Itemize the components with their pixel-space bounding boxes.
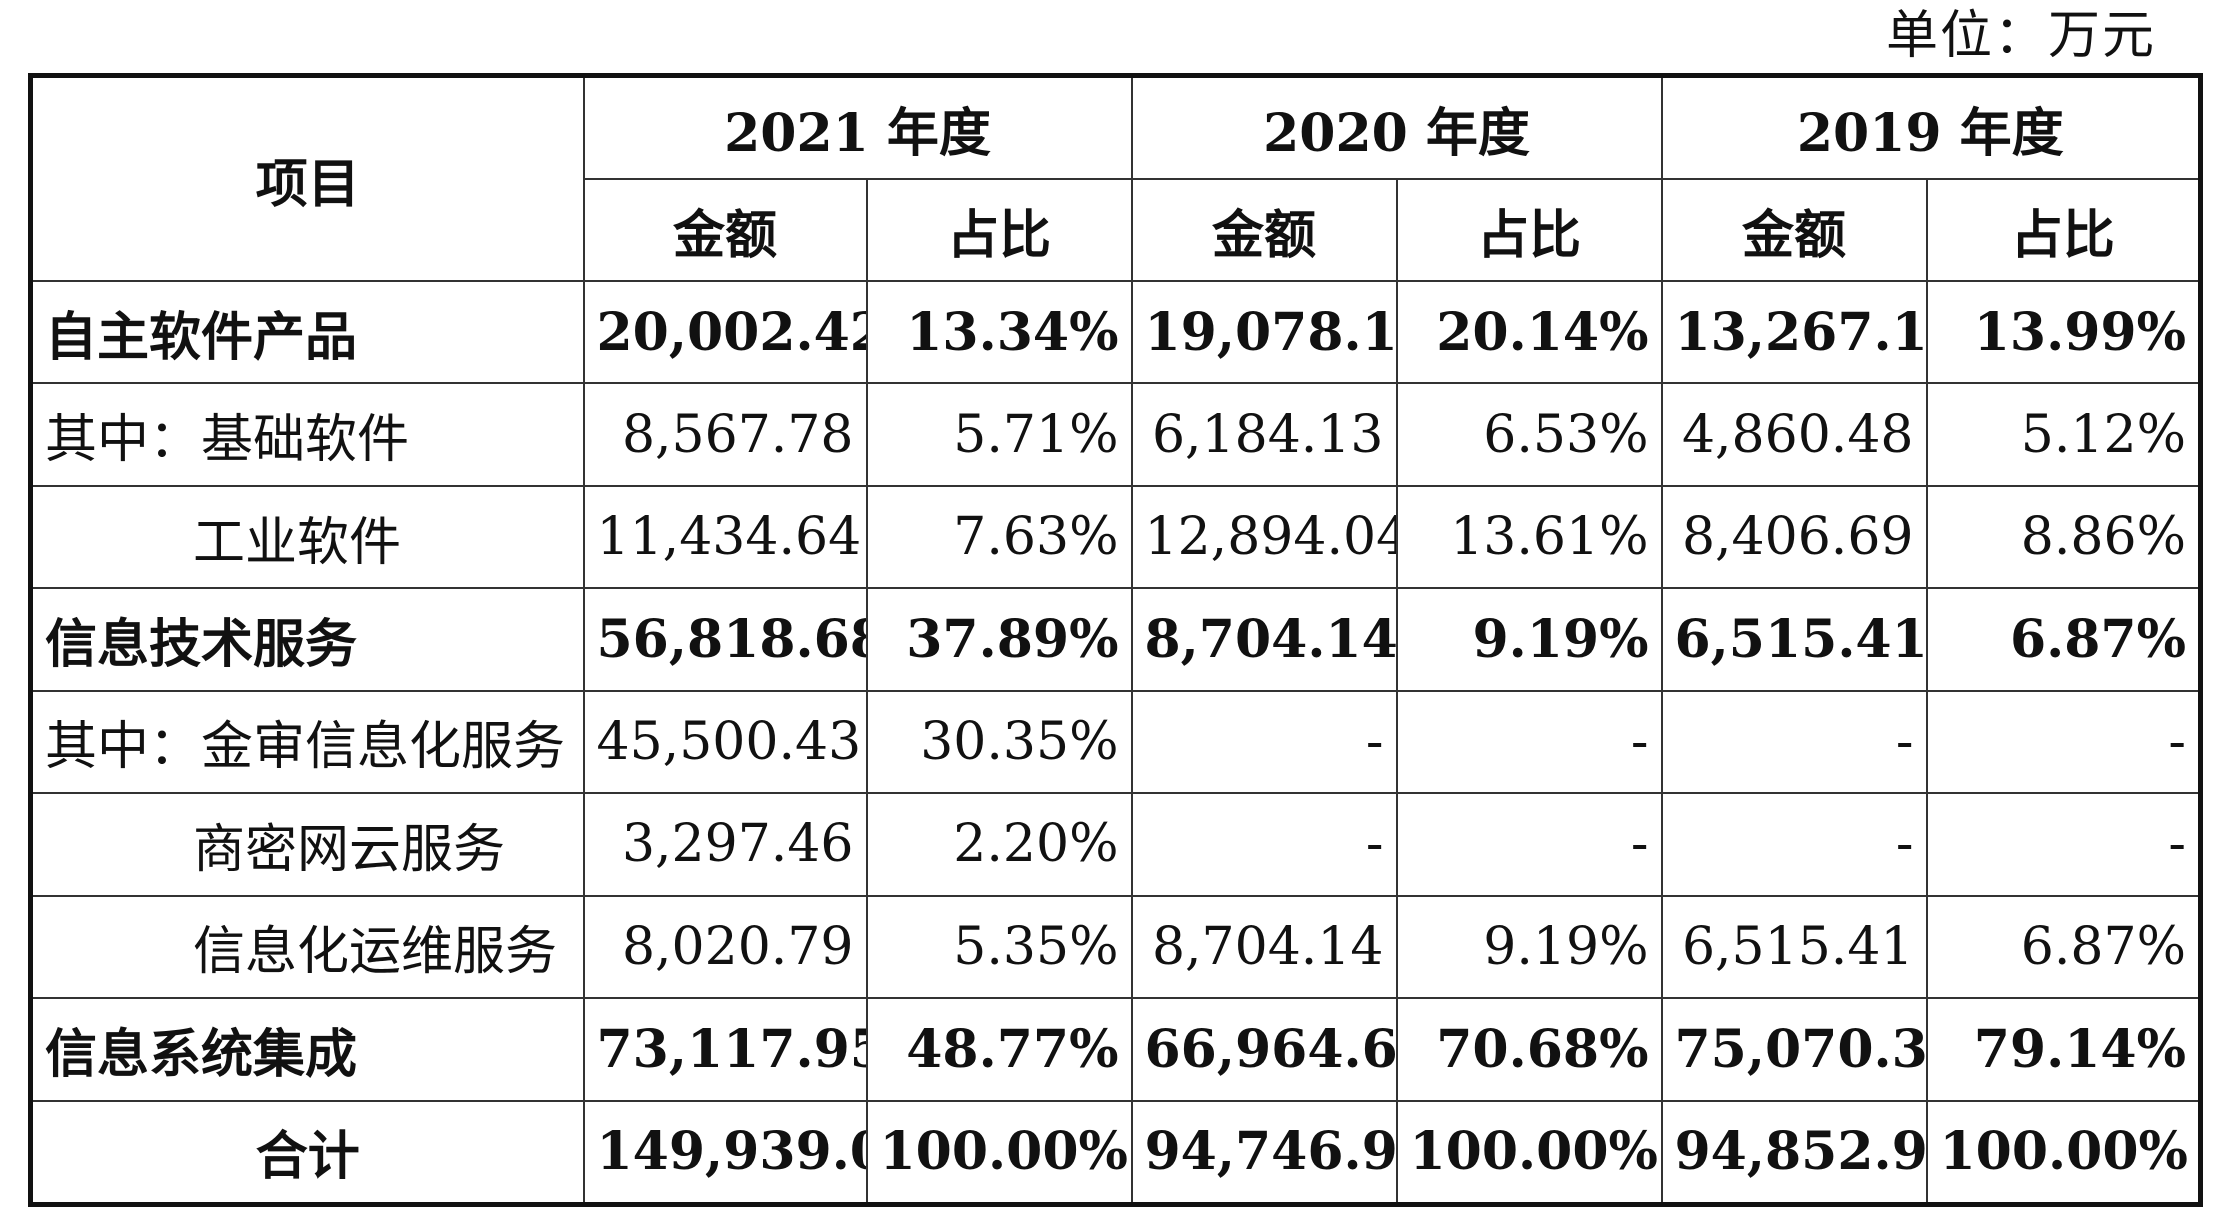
header-ratio: 占比 [865, 178, 1133, 282]
header-year-2020: 2020 年度 [1130, 74, 1663, 180]
cell-amount: 45,500.43 [582, 689, 868, 795]
header-year-2019: 2019 年度 [1660, 74, 2202, 180]
cell-amount: 11,434.64 [582, 484, 868, 590]
cell-ratio: 13.61% [1395, 484, 1663, 590]
table-row: 信息化运维服务 8,020.79 5.35% 8,704.14 9.19% 6,… [29, 894, 2202, 1000]
cell-ratio: 79.14% [1925, 997, 2202, 1102]
cell-amount: 75,070.33 [1660, 997, 1928, 1102]
cell-ratio: 100.00% [865, 1099, 1133, 1206]
cell-amount: 8,704.14 [1130, 587, 1398, 692]
table-row: 其中：金审信息化服务 45,500.43 30.35% - - - - [29, 689, 2202, 795]
cell-amount: - [1130, 689, 1398, 795]
cell-ratio: 2.20% [865, 792, 1133, 897]
cell-amount: 6,515.41 [1660, 894, 1928, 1000]
cell-amount: 8,567.78 [582, 382, 868, 487]
row-label: 信息技术服务 [29, 587, 585, 692]
cell-amount: - [1130, 792, 1398, 897]
cell-amount: 13,267.16 [1660, 279, 1928, 385]
table-row: 其中：基础软件 8,567.78 5.71% 6,184.13 6.53% 4,… [29, 382, 2202, 487]
cell-amount: - [1660, 689, 1928, 795]
row-label: 其中：金审信息化服务 [29, 689, 585, 795]
cell-ratio: 13.34% [865, 279, 1133, 385]
table-row: 自主软件产品 20,002.42 13.34% 19,078.17 20.14%… [29, 279, 2202, 385]
cell-ratio: 6.53% [1395, 382, 1663, 487]
cell-amount: 94,746.97 [1130, 1099, 1398, 1206]
row-label: 自主软件产品 [29, 279, 585, 385]
cell-ratio: 9.19% [1395, 587, 1663, 692]
cell-ratio: - [1395, 792, 1663, 897]
row-label: 其中：基础软件 [29, 382, 585, 487]
cell-amount: 8,704.14 [1130, 894, 1398, 1000]
cell-amount: 8,020.79 [582, 894, 868, 1000]
header-item: 项目 [29, 74, 585, 282]
cell-ratio: 100.00% [1395, 1099, 1663, 1206]
cell-amount: 149,939.05 [582, 1099, 868, 1206]
cell-ratio: - [1395, 689, 1663, 795]
cell-ratio: 9.19% [1395, 894, 1663, 1000]
table-row: 商密网云服务 3,297.46 2.20% - - - - [29, 792, 2202, 897]
cell-amount: - [1660, 792, 1928, 897]
cell-amount: 6,184.13 [1130, 382, 1398, 487]
header-year-2021: 2021 年度 [582, 74, 1133, 180]
table-row: 信息技术服务 56,818.68 37.89% 8,704.14 9.19% 6… [29, 587, 2202, 692]
cell-ratio: 5.12% [1925, 382, 2202, 487]
cell-amount: 20,002.42 [582, 279, 868, 385]
total-label: 合计 [29, 1099, 585, 1206]
cell-amount: 73,117.95 [582, 997, 868, 1102]
header-amount: 金额 [582, 178, 868, 282]
row-label: 信息化运维服务 [29, 894, 585, 1000]
cell-amount: 19,078.17 [1130, 279, 1398, 385]
row-label: 商密网云服务 [29, 792, 585, 897]
cell-ratio: 37.89% [865, 587, 1133, 692]
cell-ratio: 70.68% [1395, 997, 1663, 1102]
header-amount: 金额 [1130, 178, 1398, 282]
header-row-metrics: 金额 占比 金额 占比 金额 占比 [31, 178, 2202, 282]
cell-ratio: - [1925, 792, 2202, 897]
cell-ratio: 100.00% [1925, 1099, 2202, 1206]
cell-ratio: 30.35% [865, 689, 1133, 795]
header-ratio: 占比 [1395, 178, 1663, 282]
cell-ratio: 6.87% [1925, 587, 2202, 692]
cell-amount: 4,860.48 [1660, 382, 1928, 487]
table-row: 工业软件 11,434.64 7.63% 12,894.04 13.61% 8,… [29, 484, 2202, 590]
cell-ratio: 5.35% [865, 894, 1133, 1000]
cell-amount: 94,852.91 [1660, 1099, 1928, 1206]
total-row: 合计 149,939.05 100.00% 94,746.97 100.00% … [29, 1099, 2202, 1206]
cell-ratio: 7.63% [865, 484, 1133, 590]
cell-amount: 12,894.04 [1130, 484, 1398, 590]
cell-amount: 3,297.46 [582, 792, 868, 897]
cell-amount: 66,964.65 [1130, 997, 1398, 1102]
row-label: 信息系统集成 [29, 997, 585, 1102]
row-label: 工业软件 [29, 484, 585, 590]
table-row: 信息系统集成 73,117.95 48.77% 66,964.65 70.68%… [29, 997, 2202, 1102]
header-row-years: 项目 2021 年度 2020 年度 2019 年度 [29, 74, 2202, 282]
unit-label: 单位：万元 [1885, 6, 2156, 66]
cell-ratio: - [1925, 689, 2202, 795]
cell-amount: 8,406.69 [1660, 484, 1928, 590]
cell-ratio: 8.86% [1925, 484, 2202, 590]
header-ratio: 占比 [1925, 178, 2202, 282]
cell-ratio: 13.99% [1925, 279, 2202, 385]
cell-ratio: 5.71% [865, 382, 1133, 487]
cell-amount: 56,818.68 [582, 587, 868, 692]
header-amount: 金额 [1660, 178, 1928, 282]
cell-ratio: 48.77% [865, 997, 1133, 1102]
cell-ratio: 6.87% [1925, 894, 2202, 1000]
cell-ratio: 20.14% [1395, 279, 1663, 385]
revenue-breakdown-table: 项目 2021 年度 2020 年度 2019 年度 金额 占比 金额 占比 金… [28, 73, 2203, 1207]
cell-amount: 6,515.41 [1660, 587, 1928, 692]
